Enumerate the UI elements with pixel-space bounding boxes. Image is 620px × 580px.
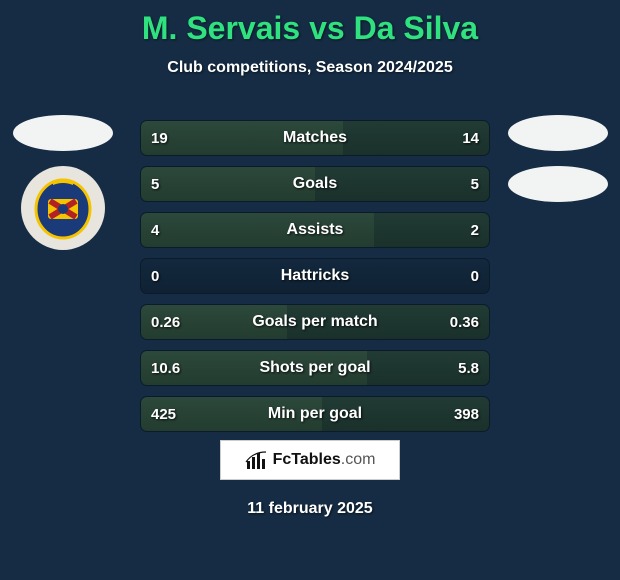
stat-value-right: 398 (454, 397, 479, 431)
stat-label: Assists (141, 213, 489, 247)
stat-label: Matches (141, 121, 489, 155)
stat-row: 425Min per goal398 (140, 396, 490, 432)
stat-label: Goals per match (141, 305, 489, 339)
stat-row: 10.6Shots per goal5.8 (140, 350, 490, 386)
stat-value-right: 2 (471, 213, 479, 247)
right-player-club-badge-placeholder (508, 166, 608, 202)
shield-icon (28, 173, 98, 243)
stat-row: 4Assists2 (140, 212, 490, 248)
left-player-photo-placeholder (13, 115, 113, 151)
stat-value-right: 5.8 (458, 351, 479, 385)
watermark-ext: .com (341, 451, 376, 468)
stat-value-right: 5 (471, 167, 479, 201)
stat-label: Goals (141, 167, 489, 201)
stat-label: Min per goal (141, 397, 489, 431)
stat-label: Shots per goal (141, 351, 489, 385)
right-player-column (505, 115, 610, 217)
stat-value-right: 14 (462, 121, 479, 155)
stat-value-right: 0 (471, 259, 479, 293)
stat-row: 0Hattricks0 (140, 258, 490, 294)
left-player-club-badge (21, 166, 105, 250)
watermark-box: FcTables.com (220, 440, 400, 480)
stat-row: 0.26Goals per match0.36 (140, 304, 490, 340)
bars-icon (245, 449, 267, 471)
watermark-brand: FcTables (273, 451, 341, 468)
stats-table: 19Matches14 5Goals5 4Assists2 0Hattricks0 0.… (140, 120, 490, 442)
right-player-photo-placeholder (508, 115, 608, 151)
stat-row: 19Matches14 (140, 120, 490, 156)
subtitle: Club competitions, Season 2024/2025 (0, 59, 620, 77)
page-title: M. Servais vs Da Silva (0, 0, 620, 47)
stat-row: 5Goals5 (140, 166, 490, 202)
left-player-column (10, 115, 115, 250)
stat-value-right: 0.36 (450, 305, 479, 339)
stat-label: Hattricks (141, 259, 489, 293)
date-line: 11 february 2025 (0, 500, 620, 518)
